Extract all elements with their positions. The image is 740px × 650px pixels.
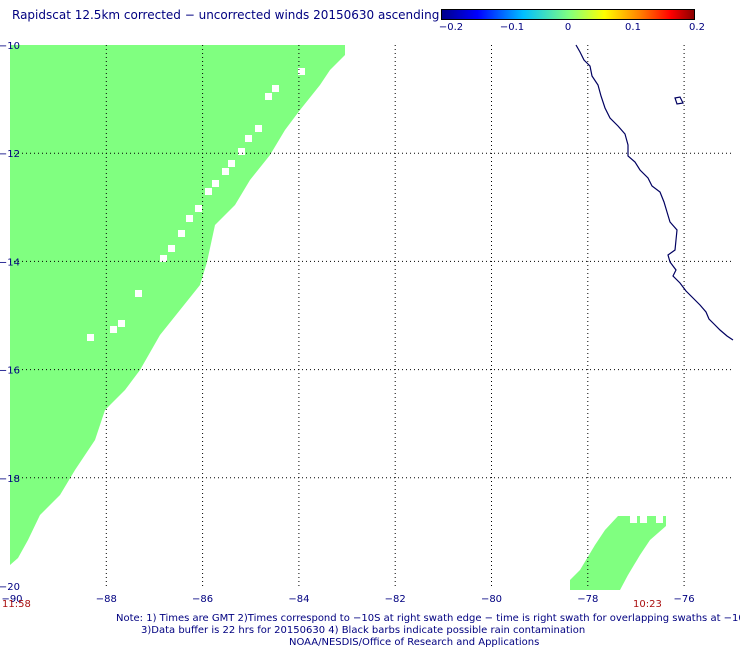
swath-gap [298, 68, 305, 75]
swath-gap [640, 516, 647, 523]
colorbar-tick: 0.2 [689, 22, 705, 33]
swath-gap [195, 205, 202, 212]
island-outline [674, 96, 684, 105]
swath-gap [160, 255, 167, 262]
lat-tick-label: −18 [0, 474, 20, 485]
swath-gap [186, 215, 193, 222]
swath-gap [222, 168, 229, 175]
lon-tick-label: −88 [96, 594, 117, 605]
axis-labels: −10 −12 −14 −16 −18 −20−90 −88 −86 −84 −82 −80 −78 −… [0, 41, 695, 605]
swath-gap [255, 125, 262, 132]
lat-tick-label: −14 [0, 257, 20, 268]
swath-gap [135, 290, 142, 297]
swath-gap [265, 93, 272, 100]
time-left: 11:58 [2, 599, 31, 610]
lon-tick-label: −80 [481, 594, 502, 605]
swath-gap [118, 320, 125, 327]
lon-tick-label: −84 [288, 594, 309, 605]
swath-main [10, 45, 345, 565]
colorbar-tick: 0.1 [625, 22, 641, 33]
grid-layer [10, 45, 732, 586]
swath-gap [178, 230, 185, 237]
lat-tick-label: −12 [0, 149, 20, 160]
swath-layer [10, 45, 666, 590]
swath-gap [228, 160, 235, 167]
coastline [575, 44, 734, 341]
swath-gap [168, 245, 175, 252]
colorbar-tick: 0 [564, 22, 572, 33]
swath-gap [238, 148, 245, 155]
swath-gap [656, 516, 663, 523]
lat-tick-label: −10 [0, 41, 20, 52]
swath-gap [212, 180, 219, 187]
note-line-3: NOAA/NESDIS/Office of Research and Appli… [289, 637, 540, 648]
lon-tick-label: −82 [385, 594, 406, 605]
swath-gap [110, 326, 117, 333]
colorbar-tick: −0.2 [438, 22, 464, 33]
lat-tick-label: −20 [0, 582, 20, 593]
lon-tick-label: −78 [577, 594, 598, 605]
swath-gap [245, 135, 252, 142]
swath-gap [87, 334, 94, 341]
swath-gap [272, 85, 279, 92]
lat-tick-label: −16 [0, 366, 20, 377]
lon-tick-label: −86 [192, 594, 213, 605]
note-line-1: Note: 1) Times are GMT 2)Times correspon… [116, 613, 740, 624]
swath-gap [205, 188, 212, 195]
lon-tick-label: −76 [674, 594, 695, 605]
map-title: Rapidscat 12.5km corrected − uncorrected… [12, 8, 440, 22]
swath-secondary [570, 516, 666, 590]
note-line-2: 3)Data buffer is 22 hrs for 20150630 4) … [141, 625, 586, 636]
lon-tick-label: −90 [1, 594, 22, 605]
time-right: 10:23 [633, 599, 662, 610]
swath-gap [630, 516, 637, 523]
colorbar-tick: −0.1 [499, 22, 525, 33]
colorbar [441, 9, 695, 20]
